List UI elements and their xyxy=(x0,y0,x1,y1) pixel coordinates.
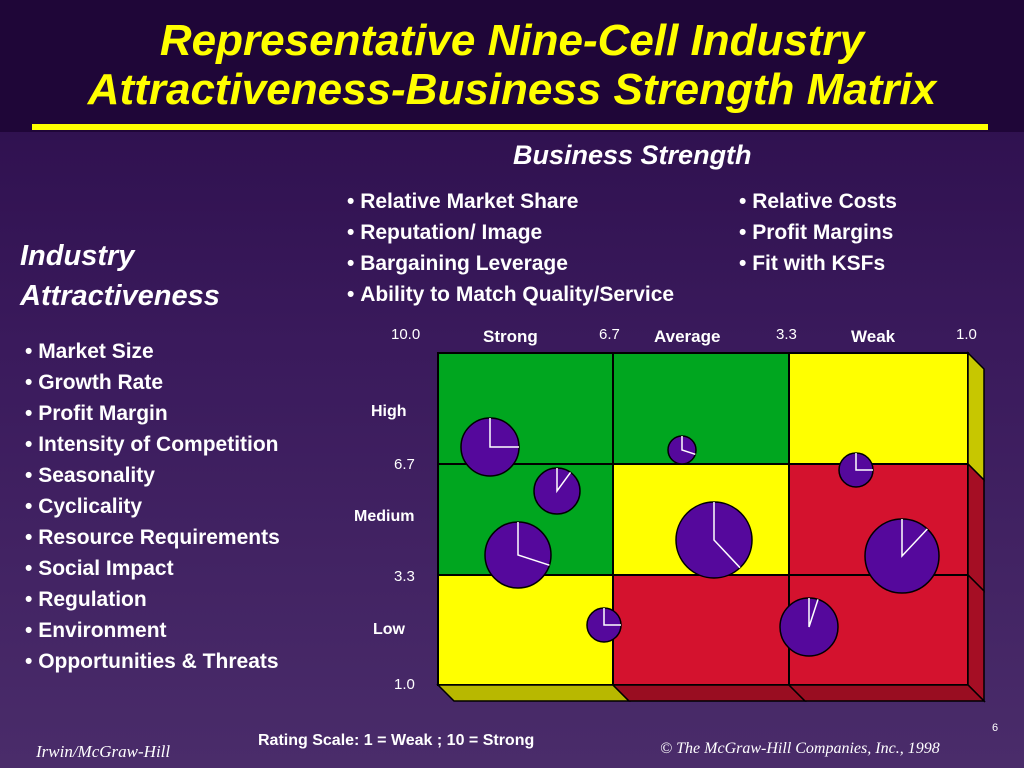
column-label-strong: Strong xyxy=(483,327,538,346)
factor-profit-margin: Profit Margin xyxy=(25,398,280,429)
industry-attractiveness-heading: Industry Attractiveness xyxy=(20,236,220,316)
cell-low-strong xyxy=(437,574,614,686)
business-unit-bubble xyxy=(586,607,622,643)
cell-high-average xyxy=(612,352,790,465)
factor-environment: Environment xyxy=(25,615,280,646)
factor-bargaining-leverage: Bargaining Leverage xyxy=(347,248,674,279)
matrix-side-face-low xyxy=(967,573,985,703)
footer-publisher: Irwin/McGraw-Hill xyxy=(36,742,171,761)
column-scale-10: 10.0 xyxy=(391,326,421,343)
factor-intensity-of-competition: Intensity of Competition xyxy=(25,429,280,460)
factor-cyclicality: Cyclicality xyxy=(25,491,280,522)
business-unit-bubble xyxy=(484,521,552,589)
business-strength-factors-left: Relative Market Share Reputation/ Image … xyxy=(347,186,674,310)
business-strength-heading: Business Strength xyxy=(513,140,752,170)
industry-attractiveness-factors: Market Size Growth Rate Profit Margin In… xyxy=(25,336,280,677)
factor-resource-requirements: Resource Requirements xyxy=(25,522,280,553)
column-scale-3-3: 3.3 xyxy=(776,326,797,343)
factor-opportunities-threats: Opportunities & Threats xyxy=(25,646,280,677)
factor-seasonality: Seasonality xyxy=(25,460,280,491)
business-unit-bubble xyxy=(533,467,581,515)
title-band xyxy=(0,0,1024,132)
row-label-medium: Medium xyxy=(354,508,415,525)
factor-social-impact: Social Impact xyxy=(25,553,280,584)
business-unit-bubble xyxy=(864,518,940,594)
business-unit-bubble xyxy=(675,501,753,579)
matrix-side-face-high xyxy=(967,351,985,482)
matrix-side-face-medium xyxy=(967,462,985,593)
business-unit-bubble xyxy=(667,435,697,465)
page-number: 6 xyxy=(992,722,999,734)
business-unit-bubble xyxy=(779,597,839,657)
factor-reputation-image: Reputation/ Image xyxy=(347,217,674,248)
cell-high-weak xyxy=(788,352,969,465)
industry-attractiveness-heading-line-2: Attractiveness xyxy=(20,280,220,312)
industry-attractiveness-heading-line-1: Industry xyxy=(20,240,135,272)
cell-low-average xyxy=(612,574,790,686)
title-line-1: Representative Nine-Cell Industry xyxy=(159,16,865,65)
matrix-bottom-face-weak xyxy=(787,684,986,702)
row-scale-6-7: 6.7 xyxy=(394,456,415,473)
business-unit-bubble xyxy=(838,452,874,488)
column-scale-1: 1.0 xyxy=(956,326,977,343)
factor-profit-margins: Profit Margins xyxy=(739,217,897,248)
business-unit-bubble xyxy=(460,417,520,477)
factor-relative-costs: Relative Costs xyxy=(739,186,897,217)
factor-market-size: Market Size xyxy=(25,336,280,367)
matrix-bottom-face-strong xyxy=(436,684,631,702)
row-scale-1: 1.0 xyxy=(394,676,415,693)
row-label-high: High xyxy=(371,403,407,420)
row-scale-3-3: 3.3 xyxy=(394,568,415,585)
column-label-average: Average xyxy=(654,327,721,346)
row-label-low: Low xyxy=(373,621,405,638)
matrix-bottom-face-average xyxy=(611,684,807,702)
footer-copyright: © The McGraw-Hill Companies, Inc., 1998 xyxy=(660,740,940,757)
rating-scale: Rating Scale: 1 = Weak ; 10 = Strong xyxy=(258,732,535,749)
title-underline xyxy=(32,124,988,130)
factor-growth-rate: Growth Rate xyxy=(25,367,280,398)
factor-regulation: Regulation xyxy=(25,584,280,615)
factor-ability-to-match-quality: Ability to Match Quality/Service xyxy=(347,279,674,310)
business-strength-factors-right: Relative Costs Profit Margins Fit with K… xyxy=(739,186,897,279)
column-scale-6-7: 6.7 xyxy=(599,326,620,343)
factor-fit-with-ksfs: Fit with KSFs xyxy=(739,248,897,279)
factor-relative-market-share: Relative Market Share xyxy=(347,186,674,217)
column-label-weak: Weak xyxy=(851,327,896,346)
title-line-2: Attractiveness-Business Strength Matrix xyxy=(87,65,937,114)
